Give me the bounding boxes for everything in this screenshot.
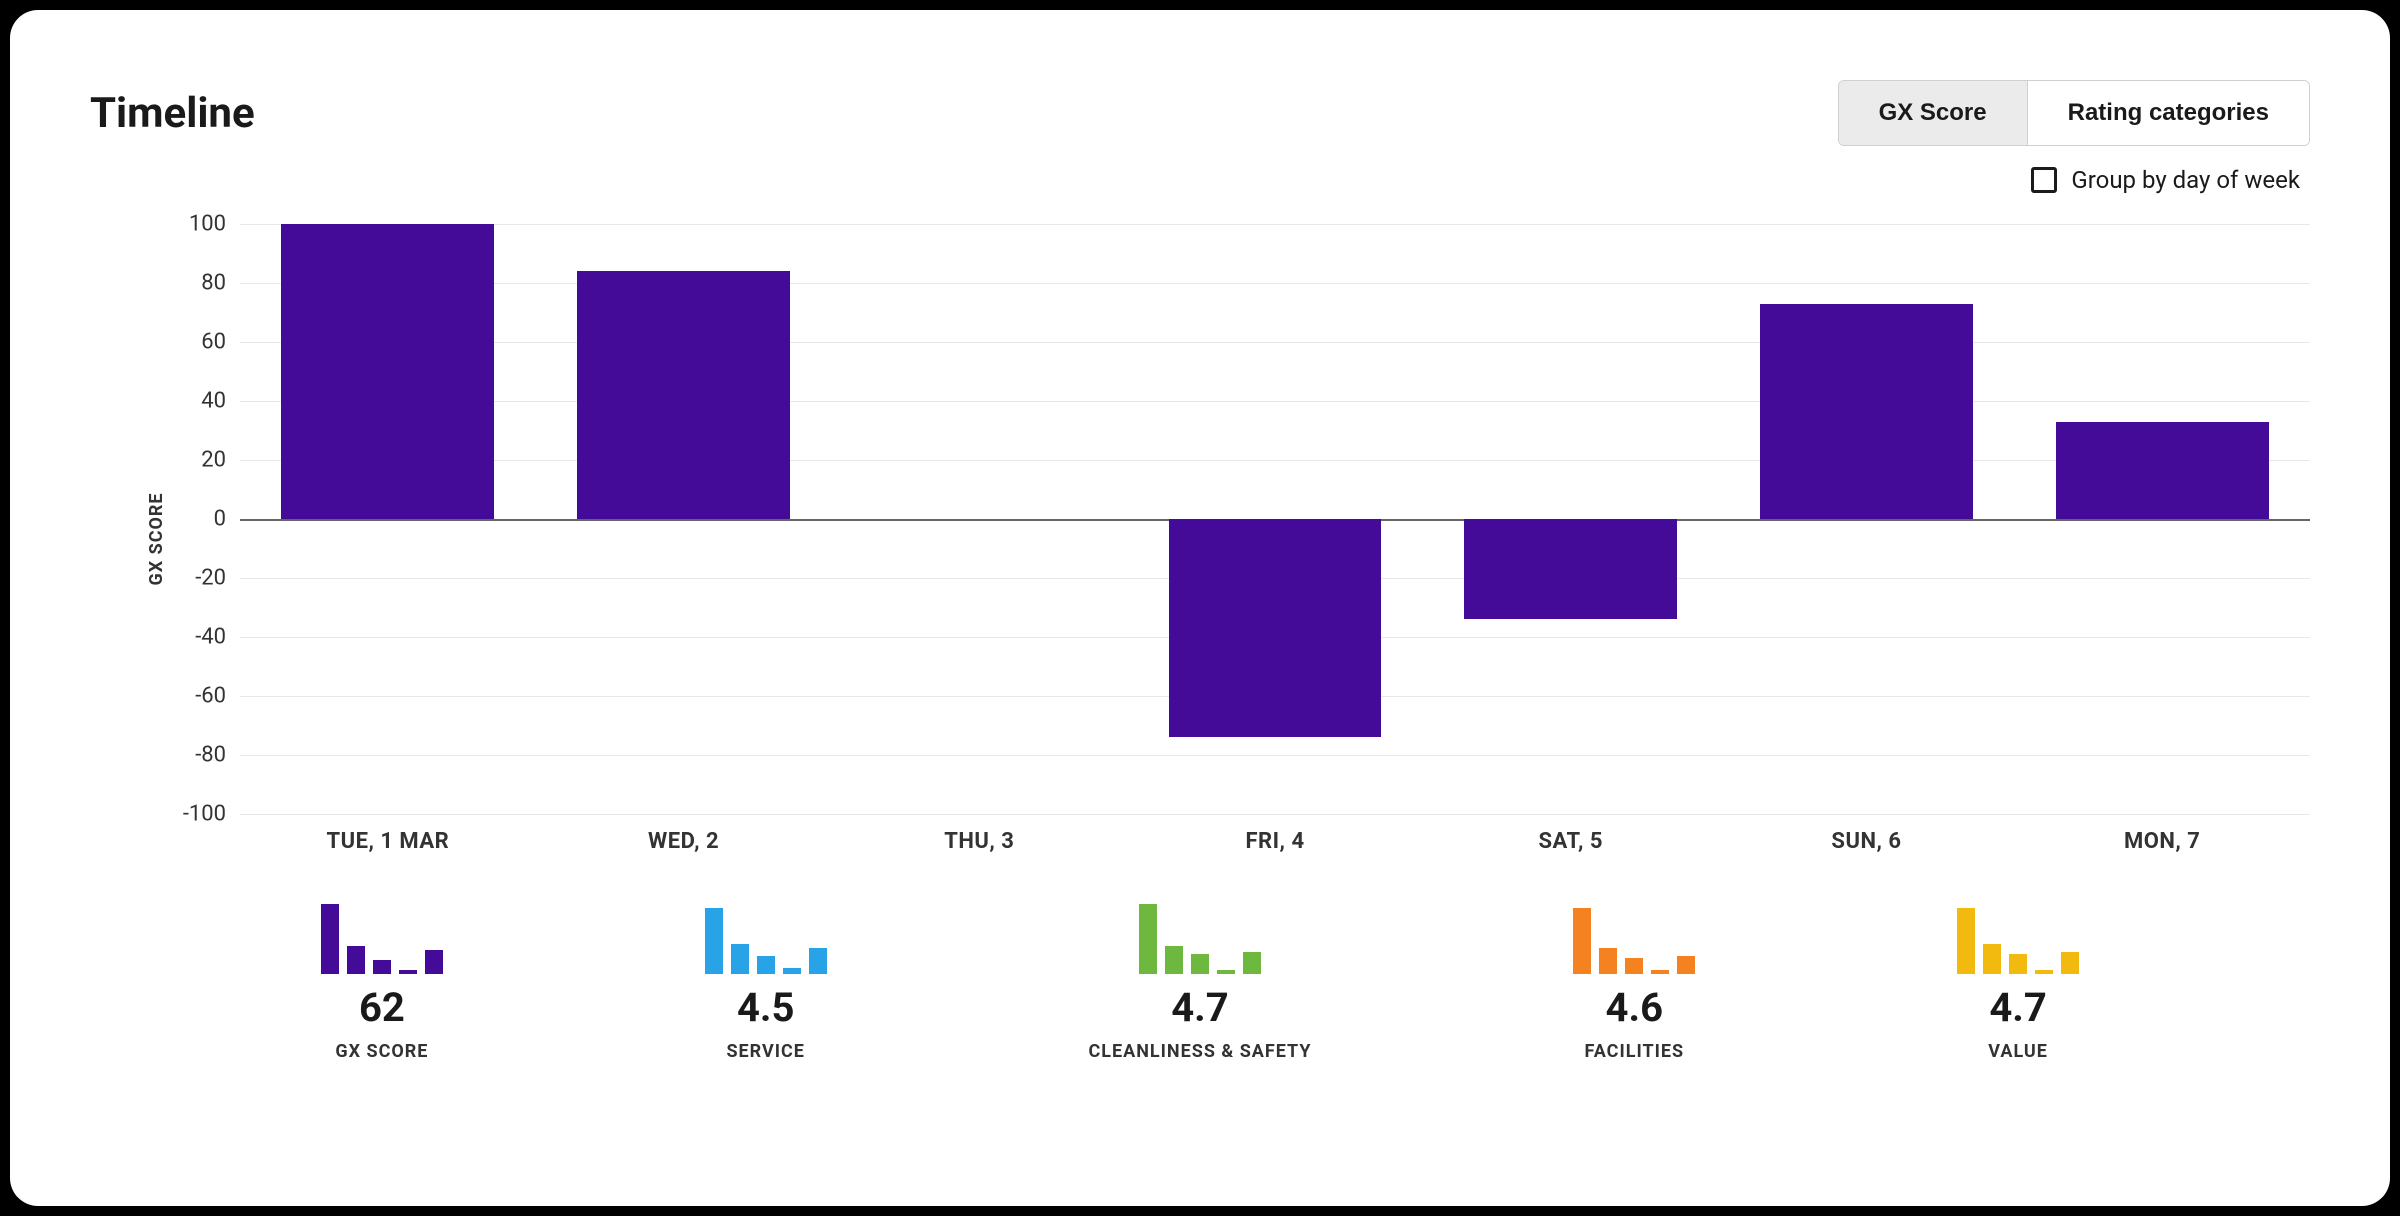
summary-label: GX SCORE — [335, 1041, 428, 1062]
mini-bar — [1191, 954, 1209, 974]
summary-label: CLEANLINESS & SAFETY — [1088, 1041, 1311, 1062]
x-tick-label: SAT, 5 — [1423, 829, 1719, 854]
mini-bar — [1243, 952, 1261, 974]
summary-label: VALUE — [1988, 1041, 2048, 1062]
y-tick: -20 — [195, 566, 226, 591]
mini-bar — [1599, 948, 1617, 974]
bar-slot — [536, 224, 832, 814]
chart-bar — [281, 224, 494, 519]
toggle-rating-categories[interactable]: Rating categories — [2028, 81, 2309, 145]
group-by-checkbox-row: Group by day of week — [90, 166, 2310, 194]
summary-item: 4.6 FACILITIES — [1573, 904, 1695, 1062]
group-by-checkbox-label: Group by day of week — [2071, 166, 2300, 194]
summary-value: 4.7 — [1171, 984, 1229, 1031]
mini-bar — [321, 904, 339, 974]
summary-item: 4.7 VALUE — [1957, 904, 2079, 1062]
summary-label: SERVICE — [726, 1041, 805, 1062]
summary-item: 62 GX SCORE — [321, 904, 443, 1062]
chart-bar — [1760, 304, 1973, 519]
summary-item: 4.7 CLEANLINESS & SAFETY — [1088, 904, 1311, 1062]
mini-bar — [783, 968, 801, 974]
x-tick-label: THU, 3 — [831, 829, 1127, 854]
mini-bar — [705, 908, 723, 974]
y-tick: -80 — [195, 743, 226, 768]
y-tick: 20 — [201, 448, 226, 473]
toggle-gx-score[interactable]: GX Score — [1839, 81, 2028, 145]
summary-item: 4.5 SERVICE — [705, 904, 827, 1062]
y-tick: -60 — [195, 684, 226, 709]
mini-bar — [347, 946, 365, 974]
y-tick: 60 — [201, 330, 226, 355]
summary-value: 4.6 — [1606, 984, 1664, 1031]
summary-label: FACILITIES — [1584, 1041, 1684, 1062]
mini-bar — [1139, 904, 1157, 974]
mini-chart — [1573, 904, 1695, 974]
bar-slot — [1423, 224, 1719, 814]
header-row: Timeline GX Score Rating categories — [90, 80, 2310, 146]
x-tick-label: FRI, 4 — [1127, 829, 1423, 854]
mini-chart — [1957, 904, 2079, 974]
chart-plot: 100806040200-20-40-60-80-100 — [240, 224, 2310, 814]
bars-container — [240, 224, 2310, 814]
mini-chart — [321, 904, 443, 974]
x-tick-label: SUN, 6 — [1719, 829, 2015, 854]
mini-bar — [1677, 956, 1695, 974]
mini-bar — [731, 944, 749, 974]
summary-value: 4.5 — [737, 984, 795, 1031]
summary-row: 62 GX SCORE 4.5 SERVICE 4.7 CLEANLINESS & SAF… — [90, 904, 2310, 1062]
mini-bar — [425, 950, 443, 974]
mini-bar — [1165, 946, 1183, 974]
chart-bar — [2056, 422, 2269, 519]
mini-chart — [705, 904, 827, 974]
bar-slot — [2014, 224, 2310, 814]
chart-bar — [1169, 519, 1382, 737]
mini-bar — [1217, 970, 1235, 974]
timeline-card: Timeline GX Score Rating categories Grou… — [10, 10, 2390, 1206]
x-tick-label: WED, 2 — [536, 829, 832, 854]
bar-slot — [240, 224, 536, 814]
x-tick-label: MON, 7 — [2014, 829, 2310, 854]
bar-slot — [1719, 224, 2015, 814]
mini-bar — [1625, 958, 1643, 974]
page-title: Timeline — [90, 89, 255, 138]
summary-value: 4.7 — [1989, 984, 2047, 1031]
mini-bar — [373, 960, 391, 974]
mini-bar — [1957, 908, 1975, 974]
x-tick-label: TUE, 1 MAR — [240, 829, 536, 854]
mini-bar — [757, 956, 775, 974]
summary-value: 62 — [359, 984, 405, 1031]
bar-slot — [831, 224, 1127, 814]
x-axis-labels: TUE, 1 MARWED, 2THU, 3FRI, 4SAT, 5SUN, 6… — [240, 829, 2310, 854]
mini-bar — [2009, 954, 2027, 974]
group-by-checkbox[interactable] — [2031, 167, 2057, 193]
y-tick: -40 — [195, 625, 226, 650]
mini-bar — [2061, 952, 2079, 974]
mini-bar — [1983, 944, 2001, 974]
view-toggle: GX Score Rating categories — [1838, 80, 2310, 146]
mini-chart — [1139, 904, 1261, 974]
y-tick: 100 — [189, 212, 226, 237]
mini-bar — [399, 970, 417, 974]
y-tick: 0 — [214, 507, 226, 532]
gridline — [240, 814, 2310, 815]
chart-bar — [1464, 519, 1677, 619]
y-tick: 40 — [201, 389, 226, 414]
mini-bar — [1573, 908, 1591, 974]
chart-area: GX SCORE 100806040200-20-40-60-80-100 TU… — [160, 224, 2310, 854]
y-tick: -100 — [183, 802, 226, 827]
mini-bar — [809, 948, 827, 974]
mini-bar — [2035, 970, 2053, 974]
y-tick: 80 — [201, 271, 226, 296]
mini-bar — [1651, 970, 1669, 974]
chart-bar — [577, 271, 790, 519]
bar-slot — [1127, 224, 1423, 814]
y-axis-label: GX SCORE — [146, 492, 167, 585]
